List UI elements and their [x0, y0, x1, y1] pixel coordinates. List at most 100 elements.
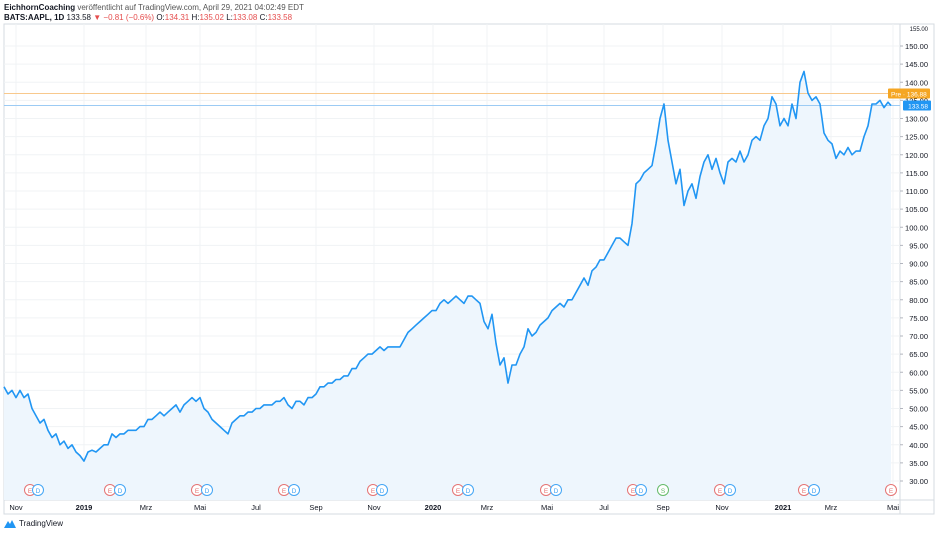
close-label: C: — [259, 13, 268, 22]
price-tick-label: 110.00 — [906, 187, 928, 196]
price-tick-label: 55.00 — [909, 386, 928, 395]
pre-market-badge — [888, 88, 930, 99]
time-tick-label: Jul — [251, 503, 261, 512]
time-tick-label: 2019 — [76, 503, 93, 512]
last-price-badge — [903, 100, 931, 111]
brand-name: TradingView — [19, 519, 64, 528]
dividend-marker[interactable] — [808, 484, 820, 496]
chart-header: EichhornCoaching veröffentlicht auf Trad… — [4, 2, 304, 13]
price-change: −0.81 (−0.6%) — [103, 13, 155, 22]
dividend-marker-label: D — [554, 488, 559, 495]
dividend-marker-label: D — [466, 488, 471, 495]
dividend-marker[interactable] — [201, 484, 213, 496]
dividend-marker[interactable] — [114, 484, 126, 496]
time-tick-label: Sep — [309, 503, 322, 512]
price-tick-label: 75.00 — [909, 314, 928, 323]
time-tick-label: Mai — [541, 503, 553, 512]
open-value: 134.31 — [164, 13, 190, 22]
price-tick-label: 125.00 — [905, 133, 928, 142]
earnings-marker-label: E — [544, 488, 549, 495]
dividend-marker-label: D — [292, 488, 297, 495]
price-top-label: 155.00 — [910, 27, 929, 33]
earnings-marker[interactable] — [885, 484, 897, 496]
last-price: 133.58 — [66, 13, 91, 22]
time-tick-label: Nov — [9, 503, 23, 512]
price-tick-label: 30.00 — [909, 477, 928, 486]
high-label: H: — [191, 13, 200, 22]
open-label: O: — [156, 13, 165, 22]
earnings-marker-label: E — [802, 488, 807, 495]
price-tick-label: 65.00 — [909, 350, 928, 359]
price-area-fill — [4, 71, 891, 501]
price-tick-label: 145.00 — [905, 60, 928, 69]
dividend-marker[interactable] — [376, 484, 388, 496]
price-tick-label: 45.00 — [909, 423, 928, 432]
price-tick-label: 90.00 — [909, 260, 928, 269]
price-tick-label: 70.00 — [909, 332, 928, 341]
price-tick-label: 85.00 — [909, 278, 928, 287]
earnings-marker-label: E — [28, 488, 33, 495]
earnings-marker-label: E — [371, 488, 376, 495]
chart-frame — [3, 23, 935, 515]
earnings-marker-label: E — [718, 488, 723, 495]
split-marker-label: S — [661, 488, 666, 495]
price-series-line[interactable] — [3, 70, 892, 462]
low-label: L: — [226, 13, 233, 22]
published-info: veröffentlicht auf TradingView.com, Apri… — [77, 3, 304, 12]
symbol-ticker[interactable]: BATS:AAPL, 1D — [4, 13, 65, 22]
time-tick-label: Nov — [715, 503, 729, 512]
price-tick-label: 80.00 — [909, 296, 928, 305]
time-tick-label: Mrz — [140, 503, 153, 512]
dividend-marker[interactable] — [462, 484, 474, 496]
earnings-marker-label: E — [195, 488, 200, 495]
price-tick-label: 150.00 — [905, 42, 928, 51]
pre-market-label: Pre · 136.88 — [891, 92, 927, 99]
symbol-legend: BATS:AAPL, 1D 133.58 ▼ −0.81 (−0.6%) O:1… — [4, 12, 292, 23]
price-tick-label: 115.00 — [906, 169, 928, 178]
time-tick-label: 2021 — [775, 503, 792, 512]
dividend-marker-label: D — [380, 488, 385, 495]
tradingview-brand[interactable]: TradingView — [4, 519, 63, 528]
time-tick-label: Nov — [367, 503, 381, 512]
time-tick-label: Mrz — [481, 503, 494, 512]
time-tick-label: Mai — [887, 503, 899, 512]
low-value: 133.08 — [232, 13, 258, 22]
dividend-marker-label: D — [205, 488, 210, 495]
price-tick-label: 60.00 — [909, 368, 928, 377]
earnings-marker-label: E — [108, 488, 113, 495]
price-tick-label: 35.00 — [909, 459, 928, 468]
split-marker[interactable] — [657, 484, 669, 496]
dividend-marker-label: D — [639, 488, 644, 495]
tradingview-logo-icon — [4, 519, 16, 528]
dividend-marker-label: D — [118, 488, 123, 495]
earnings-marker-label: E — [889, 488, 894, 495]
price-tick-label: 120.00 — [905, 151, 928, 160]
last-price-label: 133.58 — [908, 104, 928, 111]
earnings-marker-label: E — [282, 488, 287, 495]
earnings-marker-label: E — [631, 488, 636, 495]
price-tick-label: 40.00 — [909, 441, 928, 450]
earnings-marker-label: E — [456, 488, 461, 495]
dividend-marker[interactable] — [635, 484, 647, 496]
dividend-marker-label: D — [812, 488, 817, 495]
change-arrow-icon: ▼ — [93, 13, 102, 22]
author-name[interactable]: EichhornCoaching — [4, 3, 76, 12]
dividend-marker[interactable] — [32, 484, 44, 496]
dividend-marker[interactable] — [550, 484, 562, 496]
price-tick-label: 130.00 — [905, 115, 928, 124]
price-tick-label: 140.00 — [905, 78, 928, 87]
price-tick-label: 95.00 — [909, 241, 928, 250]
dividend-marker[interactable] — [724, 484, 736, 496]
price-tick-label: 50.00 — [909, 405, 928, 414]
time-tick-label: Mrz — [825, 503, 838, 512]
price-tick-label: 100.00 — [905, 223, 928, 232]
high-value: 135.02 — [199, 13, 224, 22]
dividend-marker-label: D — [36, 488, 41, 495]
close-value: 133.58 — [267, 13, 293, 22]
dividend-marker[interactable] — [288, 484, 300, 496]
time-tick-label: Mai — [194, 503, 206, 512]
time-tick-label: Jul — [599, 503, 609, 512]
time-tick-label: Sep — [656, 503, 669, 512]
dividend-marker-label: D — [728, 488, 733, 495]
